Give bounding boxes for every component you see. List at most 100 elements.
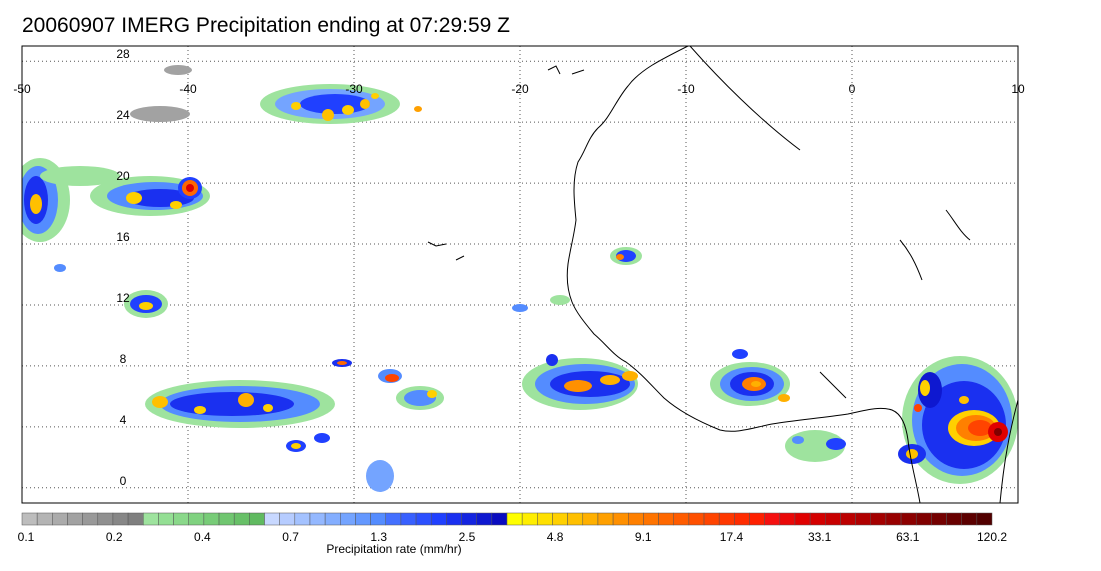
colorbar-swatch	[203, 512, 220, 526]
colorbar-swatch	[279, 512, 296, 526]
lat-label: 12	[116, 291, 130, 305]
colorbar: 0.1 0.2 0.4 0.7 1.3 2.5 4.8 9.1 17.4 33.1 63.1 120.…	[18, 512, 1007, 544]
lat-label: 28	[116, 47, 130, 61]
colorbar-tick-label: 0.7	[282, 530, 299, 544]
colorbar-swatch	[340, 512, 356, 526]
colorbar-swatch	[915, 512, 932, 526]
colorbar-swatch	[825, 512, 841, 526]
lat-label: 24	[116, 108, 130, 122]
colorbar-swatch	[294, 512, 311, 526]
colorbar-swatch	[658, 512, 674, 526]
colorbar-swatch	[97, 512, 114, 526]
colorbar-swatch	[946, 512, 962, 526]
precip-cluster-east	[898, 356, 1018, 484]
colorbar-swatch	[855, 512, 871, 526]
lat-label: 20	[116, 169, 130, 183]
colorbar-swatch	[961, 512, 978, 526]
colorbar-swatch	[734, 512, 750, 526]
lat-label: 0	[120, 474, 127, 488]
colorbar-swatch	[976, 512, 993, 526]
precip-cluster-north	[130, 65, 422, 124]
colorbar-swatch	[718, 512, 735, 526]
colorbar-tick-label: 120.2	[977, 530, 1007, 544]
colorbar-swatch	[521, 512, 538, 526]
colorbar-swatch	[673, 512, 690, 526]
colorbar-swatch	[158, 512, 174, 526]
colorbar-swatch	[36, 512, 53, 526]
colorbar-swatch	[52, 512, 68, 526]
lon-label: -10	[677, 82, 695, 96]
colorbar-swatch	[749, 512, 765, 526]
axis-labels: -50 -40 -30 -20 -10 0 10 28 24 20 16 12 8 4 0	[13, 47, 1025, 488]
colorbar-swatch	[643, 512, 659, 526]
colorbar-swatch	[688, 512, 705, 526]
colorbar-tick-label: 63.1	[896, 530, 920, 544]
colorbar-swatch	[461, 512, 477, 526]
colorbar-swatch	[218, 512, 235, 526]
colorbar-swatch	[143, 512, 159, 526]
precip-cluster-coast	[512, 247, 642, 312]
colorbar-swatch	[628, 512, 644, 526]
colorbar-label: Precipitation rate (mm/hr)	[326, 542, 461, 556]
colorbar-swatch	[809, 512, 826, 526]
colorbar-tick-label: 9.1	[635, 530, 652, 544]
colorbar-swatch	[900, 512, 917, 526]
lon-label: -20	[511, 82, 529, 96]
colorbar-tick-label: 1.3	[370, 530, 387, 544]
colorbar-swatch	[82, 512, 99, 526]
colorbar-swatch	[430, 512, 447, 526]
colorbar-tick-label: 2.5	[459, 530, 476, 544]
lon-label: -50	[13, 82, 31, 96]
colorbar-swatch	[355, 512, 371, 526]
colorbar-swatch	[446, 512, 462, 526]
colorbar-tick-label: 4.8	[547, 530, 564, 544]
colorbar-swatch	[415, 512, 432, 526]
colorbar-swatch	[127, 512, 144, 526]
colorbar-tick-label: 0.4	[194, 530, 211, 544]
colorbar-swatch	[537, 512, 553, 526]
lat-label: 16	[116, 230, 130, 244]
colorbar-swatch	[582, 512, 599, 526]
colorbar-swatch	[567, 512, 584, 526]
colorbar-swatch	[264, 512, 280, 526]
colorbar-swatch	[385, 512, 402, 526]
coastline	[22, 46, 1018, 503]
colorbar-swatch	[173, 512, 189, 526]
lat-label: 4	[120, 413, 127, 427]
colorbar-swatch	[794, 512, 811, 526]
colorbar-swatch	[870, 512, 887, 526]
colorbar-swatch	[112, 512, 129, 526]
colorbar-tick-label: 0.2	[106, 530, 123, 544]
colorbar-swatch	[400, 512, 417, 526]
colorbar-swatch	[703, 512, 720, 526]
precip-cluster-itcz	[145, 349, 846, 492]
map-grid	[22, 46, 1018, 503]
colorbar-swatch	[476, 512, 493, 526]
colorbar-swatch	[21, 512, 38, 526]
colorbar-tick-label: 33.1	[808, 530, 832, 544]
lat-label: 8	[120, 352, 127, 366]
colorbar-swatch	[885, 512, 902, 526]
colorbar-swatch	[840, 512, 856, 526]
lon-label: 10	[1011, 82, 1025, 96]
colorbar-swatch	[597, 512, 614, 526]
lon-label: -40	[179, 82, 197, 96]
colorbar-swatch	[931, 512, 947, 526]
colorbar-tick-label: 0.1	[18, 530, 35, 544]
colorbar-swatch	[309, 512, 326, 526]
colorbar-swatch	[324, 512, 341, 526]
colorbar-swatch	[67, 512, 83, 526]
colorbar-swatch	[370, 512, 386, 526]
precip-cluster-west	[22, 158, 210, 318]
precipitation-field	[22, 65, 1018, 492]
colorbar-tick-label: 17.4	[720, 530, 744, 544]
colorbar-swatch	[233, 512, 250, 526]
colorbar-swatch	[764, 512, 781, 526]
colorbar-swatch	[249, 512, 265, 526]
lon-label: 0	[849, 82, 856, 96]
colorbar-swatch	[779, 512, 796, 526]
colorbar-swatch	[612, 512, 629, 526]
map-frame	[21, 45, 1019, 504]
colorbar-swatch	[188, 512, 205, 526]
